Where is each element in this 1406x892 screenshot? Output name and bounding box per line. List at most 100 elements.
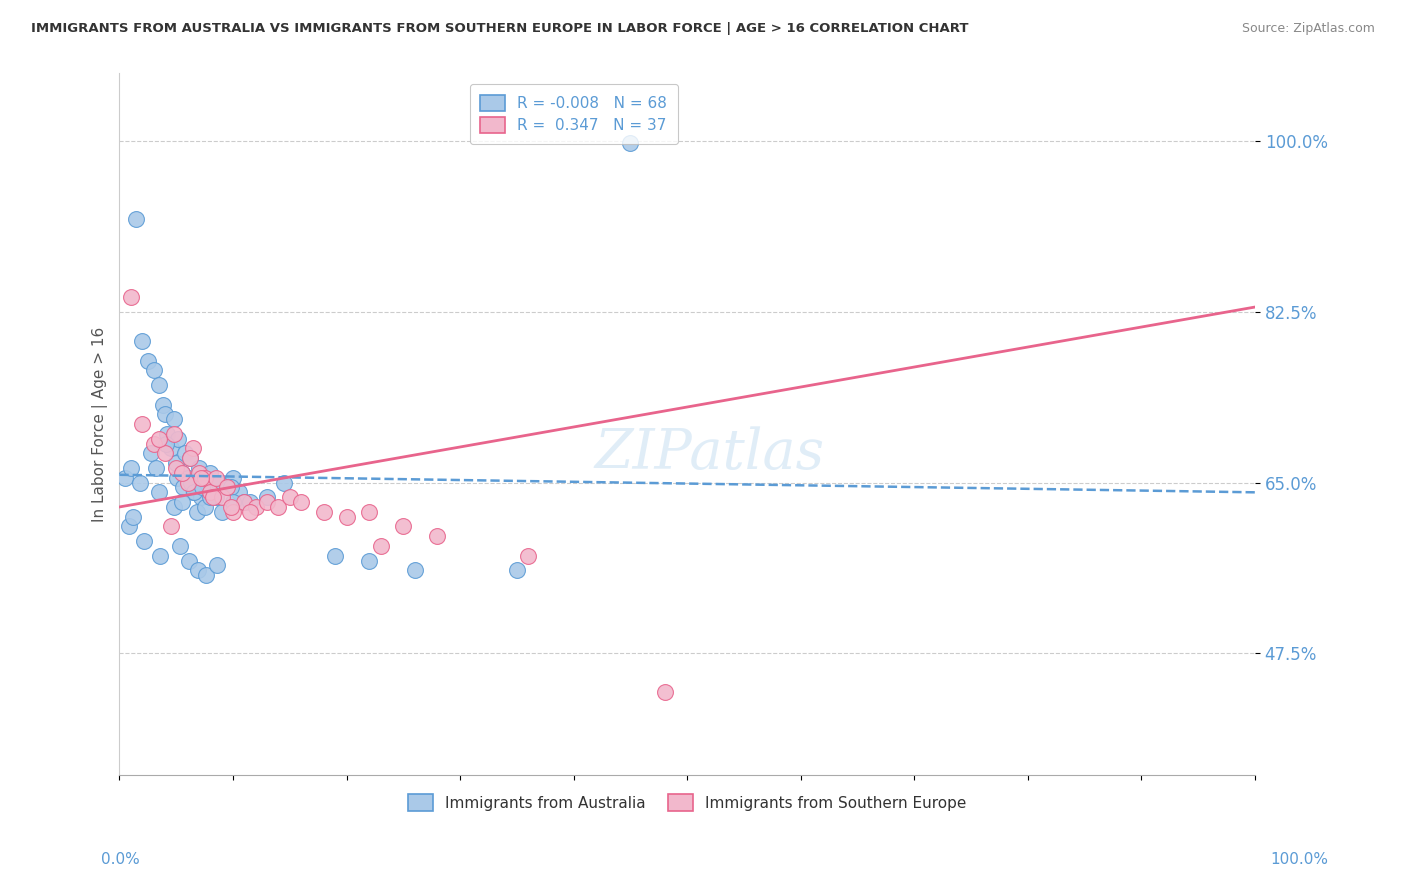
Point [217, 480, 239, 494]
Text: 0.0%: 0.0% [101, 852, 141, 867]
Point [190, 490, 212, 504]
Point [201, 490, 224, 504]
Point [163, 500, 186, 514]
Point [131, 334, 153, 348]
Point [211, 505, 233, 519]
Point [200, 466, 222, 480]
Point [155, 436, 177, 450]
Point [359, 505, 381, 519]
Point [179, 451, 201, 466]
Point [208, 475, 231, 490]
Point [335, 509, 357, 524]
Point [136, 353, 159, 368]
Point [120, 461, 142, 475]
Point [222, 505, 245, 519]
Point [149, 549, 172, 563]
Point [148, 378, 170, 392]
Point [148, 432, 170, 446]
Point [176, 471, 198, 485]
Point [194, 568, 217, 582]
Point [228, 485, 250, 500]
Point [156, 426, 179, 441]
Point [152, 398, 174, 412]
Text: IMMIGRANTS FROM AUSTRALIA VS IMMIGRANTS FROM SOUTHERN EUROPE IN LABOR FORCE | AG: IMMIGRANTS FROM AUSTRALIA VS IMMIGRANTS … [31, 22, 969, 36]
Legend: Immigrants from Australia, Immigrants from Southern Europe: Immigrants from Australia, Immigrants fr… [399, 785, 976, 820]
Point [200, 485, 222, 500]
Point [245, 500, 267, 514]
Point [174, 446, 197, 460]
Point [176, 475, 198, 490]
Point [370, 539, 392, 553]
Point [170, 466, 193, 480]
Point [183, 485, 205, 500]
Point [190, 471, 212, 485]
Point [187, 461, 209, 475]
Point [211, 475, 233, 490]
Point [205, 490, 228, 504]
Point [165, 456, 187, 470]
Point [187, 563, 209, 577]
Point [506, 563, 529, 577]
Text: ZIPatlas: ZIPatlas [595, 426, 825, 481]
Point [131, 417, 153, 431]
Point [205, 558, 228, 573]
Point [654, 685, 676, 699]
Text: Source: ZipAtlas.com: Source: ZipAtlas.com [1241, 22, 1375, 36]
Point [186, 505, 208, 519]
Point [201, 475, 224, 490]
Point [142, 363, 165, 377]
Point [194, 471, 217, 485]
Point [186, 475, 208, 490]
Point [359, 553, 381, 567]
Point [197, 480, 219, 494]
Point [256, 495, 278, 509]
Point [120, 290, 142, 304]
Text: 100.0%: 100.0% [1271, 852, 1329, 867]
Point [290, 495, 312, 509]
Point [426, 529, 449, 543]
Point [181, 485, 204, 500]
Point [187, 466, 209, 480]
Point [125, 212, 148, 227]
Point [191, 480, 214, 494]
Point [233, 495, 256, 509]
Point [170, 495, 193, 509]
Point [312, 505, 335, 519]
Point [404, 563, 426, 577]
Point [167, 432, 190, 446]
Point [517, 549, 540, 563]
Point [239, 495, 262, 509]
Point [142, 436, 165, 450]
Point [619, 136, 641, 151]
Point [267, 500, 290, 514]
Point [134, 534, 156, 549]
Point [153, 407, 176, 421]
Point [239, 505, 262, 519]
Point [122, 509, 145, 524]
Y-axis label: In Labor Force | Age > 16: In Labor Force | Age > 16 [93, 326, 108, 522]
Point [165, 461, 187, 475]
Point [217, 480, 239, 494]
Point [233, 495, 256, 509]
Point [200, 490, 222, 504]
Point [194, 500, 217, 514]
Point [219, 480, 242, 494]
Point [323, 549, 346, 563]
Point [148, 485, 170, 500]
Point [211, 490, 233, 504]
Point [219, 500, 242, 514]
Point [159, 442, 181, 456]
Point [169, 539, 191, 553]
Point [222, 471, 245, 485]
Point [194, 471, 217, 485]
Point [163, 412, 186, 426]
Point [278, 490, 301, 504]
Point [172, 480, 194, 494]
Point [141, 446, 163, 460]
Point [256, 490, 278, 504]
Point [153, 446, 176, 460]
Point [128, 475, 150, 490]
Point [273, 475, 295, 490]
Point [205, 471, 228, 485]
Point [117, 519, 139, 533]
